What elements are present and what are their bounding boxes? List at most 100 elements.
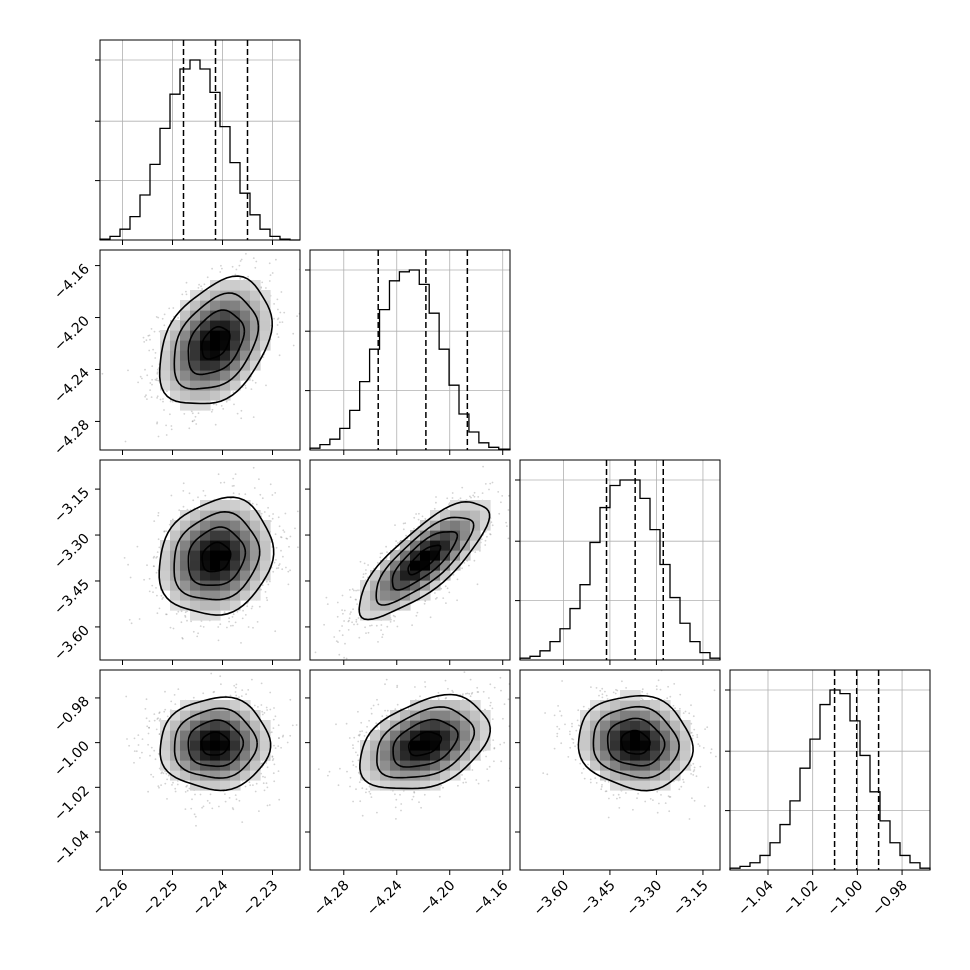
scatter-point (288, 545, 290, 548)
density-cell (160, 360, 171, 371)
scatter-point (241, 689, 244, 691)
scatter-point (143, 578, 146, 581)
scatter-point (165, 424, 168, 427)
density-cell (230, 300, 241, 311)
scatter-point (380, 624, 383, 626)
scatter-point (230, 624, 232, 627)
density-cell (220, 600, 231, 611)
density-cell (180, 370, 191, 381)
scatter-point (149, 389, 152, 391)
scatter-point (244, 614, 247, 616)
joint-frame (309, 459, 511, 661)
density-cell (240, 310, 251, 321)
density-cell (360, 610, 371, 621)
density-contour (158, 275, 274, 405)
scatter-point (252, 626, 254, 629)
scatter-point (228, 617, 231, 620)
scatter-point (219, 623, 222, 626)
density-cell (220, 300, 231, 311)
scatter-point (182, 505, 185, 508)
scatter-point (386, 625, 389, 628)
scatter-point (191, 420, 194, 423)
scatter-point (343, 656, 345, 659)
scatter-point (210, 672, 213, 675)
density-cell (190, 290, 201, 301)
density-cell (240, 360, 251, 371)
scatter-point (157, 514, 160, 517)
density-contour (187, 309, 246, 376)
scatter-point (417, 528, 420, 531)
scatter-point (144, 368, 146, 371)
density-cell (240, 280, 251, 291)
scatter-point (252, 416, 255, 418)
density-cell (210, 530, 221, 541)
density-cell (180, 600, 191, 611)
scatter-point (211, 267, 214, 270)
histogram-panel-0 (95, 39, 301, 241)
density-cell (160, 570, 171, 581)
scatter-point (130, 622, 133, 625)
scatter-point (157, 435, 160, 438)
density-cell (250, 530, 261, 541)
scatter-point (347, 629, 350, 631)
density-cell (200, 560, 211, 571)
scatter-point (155, 379, 158, 382)
density-cell (200, 540, 211, 551)
scatter-point (181, 637, 184, 640)
scatter-point (508, 494, 510, 497)
scatter-point (355, 620, 358, 623)
scatter-point (423, 602, 426, 605)
density-cell (430, 530, 441, 541)
scatter-point (240, 417, 243, 420)
scatter-point (446, 497, 449, 500)
scatter-point (235, 683, 238, 686)
density-cell (190, 350, 201, 361)
density-cell (180, 340, 191, 351)
density-cell (430, 520, 441, 531)
density-cell (210, 500, 221, 511)
scatter-point (274, 492, 277, 494)
density-cell (450, 550, 461, 561)
density-contour (187, 526, 247, 586)
scatter-point (158, 607, 161, 610)
scatter-point (174, 790, 177, 793)
density-cell (200, 340, 211, 351)
density-cell (220, 550, 231, 561)
scatter-point (365, 632, 367, 634)
scatter-point (185, 785, 188, 788)
scatter-point (163, 530, 166, 533)
scatter-point (269, 580, 271, 583)
scatter-point (172, 518, 174, 521)
density-cell (370, 610, 381, 621)
scatter-point (236, 610, 239, 613)
scatter-point (405, 534, 407, 537)
scatter-point (306, 667, 308, 669)
density-cell (240, 350, 251, 361)
density-cell (200, 610, 211, 621)
scatter-point (263, 511, 266, 513)
scatter-point (289, 569, 291, 572)
scatter-point (220, 683, 222, 686)
scatter-point (302, 538, 304, 540)
scatter-point (277, 308, 279, 311)
density-cell (180, 590, 191, 601)
density-cell (390, 570, 401, 581)
scatter-point (165, 613, 167, 616)
density-cell (460, 530, 471, 541)
density-cell (180, 520, 191, 531)
scatter-point (273, 561, 276, 564)
density-cell (210, 550, 221, 561)
density-cell (250, 510, 261, 521)
scatter-point (345, 657, 348, 660)
density-cell (240, 540, 251, 551)
density-cell (220, 350, 231, 361)
density-cell (450, 520, 461, 531)
scatter-point (468, 564, 470, 567)
density-contour (201, 541, 232, 573)
scatter-point (229, 497, 232, 500)
scatter-point (138, 618, 141, 620)
scatter-point (172, 307, 175, 309)
scatter-point (476, 583, 479, 586)
scatter-point (381, 636, 384, 638)
density-cell (380, 590, 391, 601)
